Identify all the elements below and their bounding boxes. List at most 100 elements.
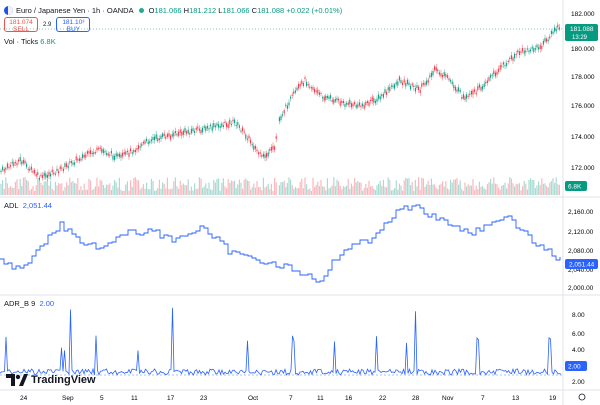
volume-bar <box>194 183 196 195</box>
volume-bar <box>379 180 381 195</box>
volume-bar <box>320 179 322 195</box>
candle-body <box>176 133 178 136</box>
candle-body <box>357 104 359 108</box>
volume-bar <box>517 184 519 195</box>
volume-bar <box>395 180 397 195</box>
sell-button[interactable]: 181.074 SELL <box>4 17 38 33</box>
volume-bar <box>266 186 268 195</box>
candle-body <box>37 172 39 175</box>
volume-bar <box>78 189 80 195</box>
adr-tick: 2.00 <box>572 379 585 386</box>
volume-bar <box>344 186 346 195</box>
candle-body <box>122 152 124 157</box>
candle-body <box>422 82 424 85</box>
candle-body <box>440 73 442 77</box>
volume-bar <box>138 180 140 195</box>
candle-body <box>336 98 338 101</box>
symbol-title[interactable]: Euro / Japanese Yen · 1h · OANDA <box>16 5 134 15</box>
volume-bar <box>376 185 378 195</box>
volume-bar <box>54 181 56 195</box>
candle-body <box>482 86 484 90</box>
adr-axis[interactable]: 8.00 6.00 4.00 2.00 <box>572 312 585 386</box>
buy-button[interactable]: 181.10³ BUY <box>56 17 91 33</box>
time-tick: 16 <box>345 395 353 402</box>
candle-body <box>104 151 106 153</box>
volume-bar <box>510 178 512 195</box>
volume-bar <box>158 179 160 195</box>
volume-bar <box>360 182 362 195</box>
volume-bar <box>333 177 335 195</box>
time-tick: 24 <box>20 395 28 402</box>
volume-bar <box>438 184 440 195</box>
candle-body <box>518 51 520 55</box>
candle-body <box>522 48 524 52</box>
volume-bar <box>230 180 232 195</box>
candle-body <box>174 131 176 134</box>
volume-bar <box>181 185 183 195</box>
candle-body <box>222 125 224 127</box>
volume-bar <box>398 183 400 195</box>
volume-bar <box>112 185 114 195</box>
candle-body <box>445 74 447 77</box>
candle-body <box>232 119 234 122</box>
candle-body <box>187 129 189 134</box>
time-tick: 17 <box>167 395 175 402</box>
adl-axis[interactable]: 2,160.00 2,120.00 2,080.00 2,040.00 2,00… <box>568 209 594 292</box>
volume-bar <box>290 179 292 195</box>
candle-body <box>82 154 84 159</box>
volume-bar <box>546 186 548 195</box>
volume-bar <box>408 178 410 195</box>
candle-body <box>35 173 37 177</box>
price-axis[interactable]: 182.000 180.000 178.000 176.000 174.000 … <box>571 11 595 172</box>
time-tick: 5 <box>100 395 104 402</box>
time-axis[interactable]: 24 Sep 5 11 17 23 Oct 7 11 16 22 28 Nov … <box>20 395 557 402</box>
adr-tick: 6.00 <box>572 331 585 338</box>
volume-bar <box>208 182 210 195</box>
candle-body <box>69 161 71 163</box>
candle-body <box>131 152 133 154</box>
volume-bar <box>323 186 325 195</box>
candle-body <box>472 90 474 95</box>
volume-bar <box>123 190 125 195</box>
volume-bar <box>22 177 24 195</box>
volume-bar <box>451 182 453 195</box>
volume-bar <box>120 189 122 195</box>
volume-bar <box>502 184 504 195</box>
candle-body <box>347 102 349 106</box>
volume-bar <box>270 183 272 195</box>
volume-bar <box>445 181 447 195</box>
volume-bar <box>467 184 469 195</box>
candle-body <box>203 126 205 128</box>
candle-body <box>526 48 528 50</box>
candle-body <box>549 36 551 39</box>
volume-bar <box>190 186 192 195</box>
candle-body <box>218 124 220 128</box>
candle-body <box>18 159 20 162</box>
volume-bar <box>442 181 444 195</box>
volume-bar <box>8 187 10 195</box>
candle-body <box>213 123 215 128</box>
candle-body <box>427 79 429 83</box>
candle-body <box>542 40 544 45</box>
volume-bar <box>424 186 426 195</box>
candle-body <box>70 160 72 164</box>
candle-body <box>328 96 330 99</box>
candle-body <box>306 81 308 87</box>
volume-bar <box>515 183 517 195</box>
volume-bar <box>258 187 260 195</box>
current-price-badge <box>565 24 598 41</box>
candle-body <box>269 149 271 151</box>
volume-bar <box>34 190 36 195</box>
candle-body <box>546 38 548 42</box>
volume-bar <box>437 189 439 195</box>
volume-bar <box>147 188 149 195</box>
gear-icon[interactable] <box>578 393 586 401</box>
candle-body <box>504 65 506 67</box>
adl-badge <box>565 259 598 269</box>
candle-body <box>259 152 261 154</box>
volume-bar <box>21 185 23 195</box>
candle-body <box>61 167 63 169</box>
candle-body <box>38 177 40 180</box>
volume-bar <box>59 183 61 195</box>
